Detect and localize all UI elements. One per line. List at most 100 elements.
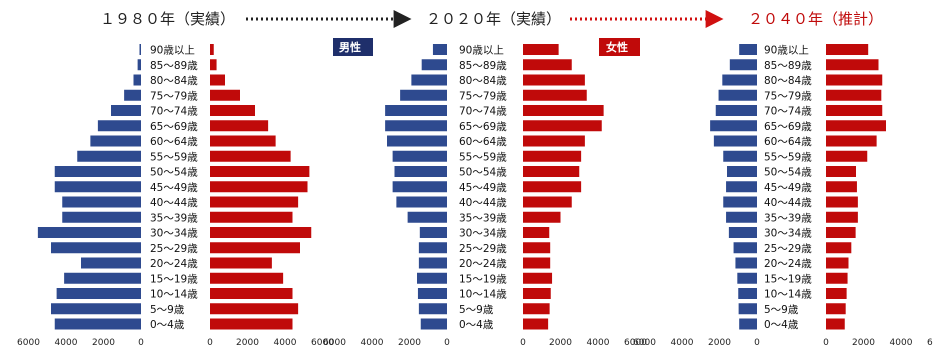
bar-male-2040-9 bbox=[726, 181, 757, 193]
tick-female-2040-2: 4000 bbox=[890, 338, 913, 348]
bar-female-2020-2 bbox=[523, 74, 585, 86]
bar-female-2040-11 bbox=[826, 211, 858, 223]
bar-male-2020-7 bbox=[392, 150, 447, 162]
bar-female-2020-12 bbox=[523, 227, 550, 238]
bar-female-2040-3 bbox=[826, 89, 882, 101]
bar-male-2020-13 bbox=[418, 242, 447, 254]
bar-male-1980-18 bbox=[54, 318, 141, 330]
age-label-2020-8: 50～54歳 bbox=[459, 167, 507, 179]
bar-female-2040-13 bbox=[826, 242, 852, 254]
age-label-1980-4: 70～74歳 bbox=[150, 106, 198, 118]
bar-male-1980-12 bbox=[37, 227, 141, 238]
age-label-2040-5: 65～69歳 bbox=[764, 121, 812, 133]
bar-male-2040-10 bbox=[723, 196, 757, 208]
age-label-2020-3: 75～79歳 bbox=[459, 90, 507, 102]
age-label-1980-12: 30～34歳 bbox=[150, 228, 198, 240]
bar-female-2020-18 bbox=[523, 318, 549, 330]
tick-male-1980-3: 0 bbox=[138, 338, 144, 348]
tick-male-2020-1: 4000 bbox=[361, 338, 384, 348]
bar-female-2040-8 bbox=[826, 166, 856, 177]
bar-female-2020-7 bbox=[523, 150, 582, 162]
age-label-1980-1: 85～89歳 bbox=[150, 60, 198, 72]
title-2020: ２０２０年（実績） bbox=[426, 10, 561, 28]
male-badge-label: 男性 bbox=[339, 40, 361, 54]
age-label-1980-7: 55～59歳 bbox=[150, 151, 198, 163]
bar-male-1980-9 bbox=[54, 181, 141, 193]
bar-male-2040-0 bbox=[739, 44, 757, 55]
age-label-1980-8: 50～54歳 bbox=[150, 167, 198, 179]
age-label-2040-12: 30～34歳 bbox=[764, 228, 812, 240]
age-label-2020-12: 30～34歳 bbox=[459, 228, 507, 240]
bar-female-2020-9 bbox=[523, 181, 582, 193]
bar-male-2020-18 bbox=[420, 318, 447, 330]
tick-male-2040-0: 6000 bbox=[633, 338, 656, 348]
bar-female-2020-0 bbox=[523, 44, 559, 55]
bar-female-1980-6 bbox=[210, 135, 276, 147]
bar-male-2040-3 bbox=[718, 89, 757, 101]
bar-male-2040-12 bbox=[728, 227, 757, 238]
bar-male-2020-2 bbox=[411, 74, 447, 86]
bar-female-2020-4 bbox=[523, 105, 604, 116]
labels-layer: 90歳以上 85～89歳 80～84歳 75～79歳 70～74歳 65～69歳 60～64… bbox=[150, 45, 812, 332]
bar-female-2020-17 bbox=[523, 303, 550, 315]
bar-male-2040-11 bbox=[726, 211, 757, 223]
tick-male-1980-2: 2000 bbox=[92, 338, 115, 348]
tick-female-1980-3: 6000 bbox=[311, 338, 334, 348]
bar-female-1980-1 bbox=[210, 59, 217, 71]
tick-female-2040-3: 6000 bbox=[927, 338, 933, 348]
age-label-1980-15: 15～19歳 bbox=[150, 273, 198, 285]
female-badge-label: 女性 bbox=[606, 40, 628, 54]
bar-male-2040-8 bbox=[727, 166, 757, 177]
tick-male-2040-1: 4000 bbox=[671, 338, 694, 348]
age-label-2040-11: 35～39歳 bbox=[764, 212, 812, 224]
bar-female-2040-5 bbox=[826, 120, 886, 132]
bar-male-1980-1 bbox=[137, 59, 141, 71]
bar-male-2020-16 bbox=[417, 288, 447, 299]
bar-female-2020-10 bbox=[523, 196, 572, 208]
bar-female-1980-17 bbox=[210, 303, 299, 315]
bar-female-1980-16 bbox=[210, 288, 293, 299]
age-label-2020-13: 25～29歳 bbox=[459, 243, 507, 255]
age-label-2040-15: 15～19歳 bbox=[764, 273, 812, 285]
age-label-1980-0: 90歳以上 bbox=[150, 45, 195, 57]
tick-male-2020-3: 0 bbox=[444, 338, 450, 348]
bar-male-2020-3 bbox=[400, 89, 447, 101]
age-label-1980-5: 65～69歳 bbox=[150, 121, 198, 133]
bar-male-2020-6 bbox=[387, 135, 447, 147]
bar-female-1980-10 bbox=[210, 196, 299, 208]
bar-female-2040-7 bbox=[826, 150, 868, 162]
bar-female-2020-5 bbox=[523, 120, 602, 132]
age-label-2040-13: 25～29歳 bbox=[764, 243, 812, 255]
bar-male-1980-13 bbox=[51, 242, 141, 254]
tick-male-2040-3: 0 bbox=[754, 338, 760, 348]
bar-female-2040-14 bbox=[826, 257, 849, 269]
tick-female-1980-0: 0 bbox=[207, 338, 213, 348]
bar-male-1980-11 bbox=[62, 211, 141, 223]
title-2040: ２０４０年（推計） bbox=[748, 10, 883, 28]
bar-female-2040-17 bbox=[826, 303, 846, 315]
age-label-1980-13: 25～29歳 bbox=[150, 243, 198, 255]
bar-male-2040-5 bbox=[710, 120, 757, 132]
age-label-2040-18: 0～4歳 bbox=[764, 319, 799, 331]
bar-male-1980-6 bbox=[90, 135, 141, 147]
bar-female-2040-4 bbox=[826, 105, 883, 116]
age-label-2020-4: 70～74歳 bbox=[459, 106, 507, 118]
age-label-2020-11: 35～39歳 bbox=[459, 212, 507, 224]
age-label-1980-10: 40～44歳 bbox=[150, 197, 198, 209]
bar-male-2040-13 bbox=[733, 242, 757, 254]
tick-male-1980-0: 6000 bbox=[17, 338, 40, 348]
bar-male-2040-6 bbox=[713, 135, 757, 147]
bar-male-2040-18 bbox=[739, 318, 757, 330]
bar-female-2040-16 bbox=[826, 288, 847, 299]
age-label-2040-16: 10～14歳 bbox=[764, 289, 812, 301]
age-label-1980-6: 60～64歳 bbox=[150, 136, 198, 148]
age-label-2020-15: 15～19歳 bbox=[459, 273, 507, 285]
bar-female-2020-13 bbox=[523, 242, 551, 254]
tick-female-2020-3: 6000 bbox=[624, 338, 647, 348]
bar-male-1980-3 bbox=[124, 89, 141, 101]
age-label-2040-14: 20～24歳 bbox=[764, 258, 812, 270]
bar-male-2040-14 bbox=[735, 257, 757, 269]
bar-male-1980-7 bbox=[77, 150, 141, 162]
